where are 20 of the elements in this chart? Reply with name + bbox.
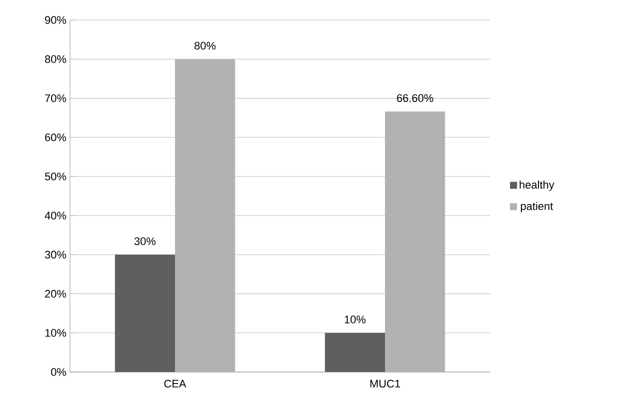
y-tick-label: 30% (44, 250, 66, 259)
data-label: 66.60% (397, 94, 434, 102)
x-tick-label: CEA (164, 380, 186, 388)
y-tick-label: 70% (45, 94, 66, 102)
y-tick-label: 90% (45, 16, 66, 24)
legend-label: healthy (520, 180, 554, 191)
legend-label: patient (520, 202, 554, 212)
bar (114, 254, 175, 372)
x-tick-label: MUC1 (370, 380, 400, 388)
y-tick-label: 80% (45, 55, 66, 63)
data-label: 80% (194, 42, 216, 50)
y-tick-label: 0% (51, 368, 66, 376)
data-label: 10% (344, 316, 366, 324)
y-tick-label: 20% (45, 290, 66, 298)
y-tick-label: 60% (45, 133, 66, 142)
y-tick-label: 10% (45, 329, 66, 337)
y-tick-label: 50% (44, 172, 66, 180)
bar (324, 332, 386, 372)
y-tick-label: 40% (44, 212, 66, 220)
data-label: 30% (134, 237, 156, 246)
